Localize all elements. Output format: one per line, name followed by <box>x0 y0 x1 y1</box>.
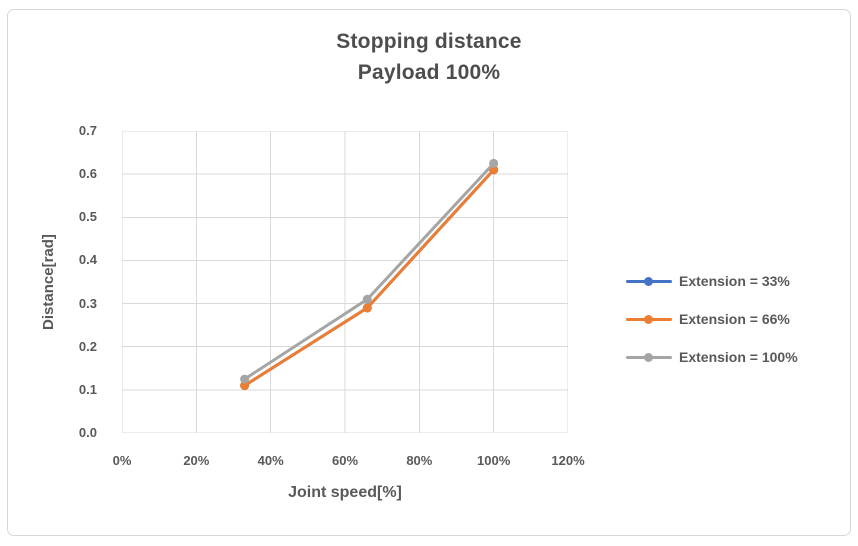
legend-label: Extension = 66% <box>679 311 790 327</box>
plot-area <box>122 131 568 433</box>
legend-label: Extension = 100% <box>679 349 798 365</box>
y-tick-label: 0.7 <box>78 123 97 138</box>
y-tick-label: 0.4 <box>78 252 97 268</box>
legend-label: Extension = 33% <box>679 273 790 289</box>
y-tick-label: 0.3 <box>78 295 97 311</box>
series-marker <box>240 374 250 384</box>
x-tick-label: 40% <box>257 453 284 468</box>
series-marker <box>489 158 499 168</box>
legend-item: Extension = 33% <box>626 269 846 293</box>
series-marker <box>362 294 372 304</box>
x-tick-label: 120% <box>551 453 585 468</box>
x-axis-title: Joint speed[%] <box>288 484 402 501</box>
legend-item: Extension = 100% <box>626 345 846 369</box>
legend-line-marker-icon <box>626 307 672 331</box>
series-marker <box>240 381 250 391</box>
legend-item: Extension = 66% <box>626 307 846 331</box>
x-tick-label: 20% <box>183 453 210 468</box>
series-marker <box>362 303 372 313</box>
chart-title-line2: Payload 100% <box>357 61 501 84</box>
x-tick-label: 0% <box>112 453 132 468</box>
chart-title-line1: Stopping distance <box>336 30 522 53</box>
x-tick-label: 100% <box>477 453 511 468</box>
chart-frame <box>7 9 851 536</box>
y-tick-label: 0.1 <box>78 381 97 397</box>
x-tick-label: 60% <box>331 453 359 468</box>
x-tick-label: 80% <box>406 453 433 468</box>
y-tick-label: 0.6 <box>78 166 97 182</box>
legend: Extension = 33% Extension = 66% Extension … <box>626 269 846 383</box>
legend-line-marker-icon <box>626 345 672 369</box>
legend-line-marker-icon <box>626 269 672 293</box>
y-tick-label: 0.5 <box>78 209 97 225</box>
y-tick-label: 0.2 <box>78 338 97 354</box>
y-tick-label: 0.0 <box>78 425 97 440</box>
chart-title: Stopping distance Payload 100% <box>0 26 858 88</box>
y-axis-title: Distance[rad] <box>40 234 57 330</box>
